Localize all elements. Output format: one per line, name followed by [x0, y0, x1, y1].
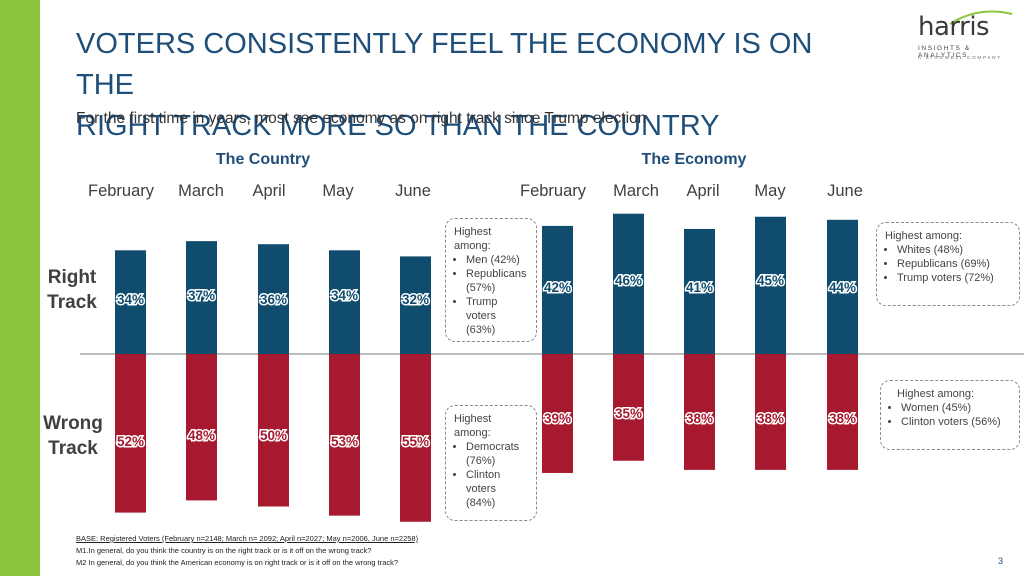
row-label-right-track: Track — [47, 292, 97, 313]
bar-wrong-track — [186, 354, 217, 501]
callout-economy-right: Highest among: Whites (48%) Republicans … — [876, 222, 1020, 306]
data-label-wrong-track: 35% — [615, 406, 642, 421]
accent-bar — [0, 0, 40, 576]
bar-wrong-track — [329, 354, 360, 516]
bar-right-track — [400, 256, 431, 354]
callout-list: Women (45%) Clinton voters (56%) — [889, 401, 1011, 429]
row-label-right-track: Right — [48, 267, 97, 288]
bar-wrong-track — [400, 354, 431, 522]
data-label-right-track: 46% — [615, 273, 642, 288]
data-label-right-track: 41% — [686, 280, 713, 295]
bar-right-track — [542, 225, 573, 354]
bar-wrong-track — [258, 354, 289, 507]
logo-parent: A STAGWELL COMPANY — [918, 55, 1003, 60]
bar-right-track — [755, 216, 786, 354]
bar-right-track — [613, 213, 644, 354]
month-tick-label: April — [686, 182, 719, 200]
callout-item: Whites (48%) — [897, 243, 1011, 257]
data-label-wrong-track: 38% — [686, 411, 713, 426]
callout-item: Republicans (57%) — [466, 267, 528, 295]
callout-item: Trump voters (63%) — [466, 295, 528, 337]
bar-right-track — [684, 228, 715, 354]
month-tick-label: March — [178, 182, 224, 200]
page-title: VOTERS CONSISTENTLY FEEL THE ECONOMY IS … — [76, 24, 876, 147]
callout-country-right: Highest among: Men (42%) Republicans (57… — [445, 218, 537, 342]
page-number: 3 — [998, 556, 1004, 566]
data-label-wrong-track: 39% — [544, 411, 571, 426]
data-label-right-track: 42% — [544, 280, 571, 295]
logo-swoosh-icon — [949, 10, 1013, 25]
callout-economy-wrong: Highest among: Women (45%) Clinton voter… — [880, 380, 1020, 450]
bar-wrong-track — [115, 354, 146, 513]
callout-heading: Highest among: — [885, 230, 963, 242]
callout-heading: Highest among: — [897, 388, 975, 400]
data-label-wrong-track: 50% — [260, 428, 287, 443]
callout-heading: Highest among: — [454, 226, 492, 252]
month-tick-label: June — [395, 182, 431, 200]
data-label-right-track: 44% — [829, 280, 856, 295]
callout-country-wrong: Highest among: Democrats (76%) Clinton v… — [445, 405, 537, 521]
bar-right-track — [258, 244, 289, 354]
data-label-wrong-track: 53% — [331, 434, 358, 449]
bar-right-track — [827, 219, 858, 354]
callout-item: Republicans (69%) — [897, 257, 1011, 271]
bar-wrong-track — [684, 354, 715, 470]
month-tick-label: May — [754, 182, 786, 200]
data-label-right-track: 32% — [402, 292, 429, 307]
data-label-wrong-track: 38% — [829, 411, 856, 426]
title-line-1: VOTERS CONSISTENTLY FEEL THE ECONOMY IS … — [76, 28, 813, 101]
callout-item: Men (42%) — [466, 253, 528, 267]
data-label-wrong-track: 48% — [188, 428, 215, 443]
title-line-2: RIGHT TRACK MORE SO THAN THE COUNTRY — [76, 110, 720, 142]
data-label-right-track: 34% — [331, 288, 358, 303]
callout-heading: Highest among: — [454, 413, 492, 439]
bar-right-track — [115, 250, 146, 354]
month-tick-label: April — [252, 182, 285, 200]
month-tick-label: February — [88, 182, 155, 200]
month-tick-label: February — [520, 182, 587, 200]
callout-item: Clinton voters (84%) — [466, 468, 528, 510]
data-label-right-track: 37% — [188, 288, 215, 303]
row-label-wrong-track: Track — [48, 438, 98, 459]
bar-wrong-track — [542, 354, 573, 473]
data-label-wrong-track: 55% — [402, 434, 429, 449]
data-label-right-track: 34% — [117, 292, 144, 307]
data-label-right-track: 36% — [260, 292, 287, 307]
logo-wordmark: harris — [918, 12, 990, 42]
logo-tagline: INSIGHTS & ANALYTICS — [918, 45, 971, 59]
bar-wrong-track — [755, 354, 786, 470]
footnote-m2: M2 In general, do you think the American… — [76, 558, 399, 567]
bar-right-track — [329, 250, 360, 354]
data-label-wrong-track: 38% — [757, 411, 784, 426]
data-label-wrong-track: 52% — [117, 434, 144, 449]
bar-wrong-track — [613, 354, 644, 461]
month-tick-label: June — [827, 182, 863, 200]
harris-logo: harris INSIGHTS & ANALYTICS A STAGWELL C… — [908, 6, 1016, 62]
callout-item: Trump voters (72%) — [897, 271, 1011, 285]
footnote-m1: M1.In general, do you think the country … — [76, 546, 372, 555]
callout-item: Democrats (76%) — [466, 440, 528, 468]
row-label-wrong-track: Wrong — [43, 413, 103, 434]
data-label-right-track: 45% — [757, 273, 784, 288]
bar-right-track — [186, 241, 217, 354]
footnote-base: BASE: Registered Voters (February n=2148… — [76, 534, 419, 543]
panel-title: The Country — [216, 151, 310, 168]
bar-wrong-track — [827, 354, 858, 470]
callout-item: Women (45%) — [901, 401, 1011, 415]
month-tick-label: March — [613, 182, 659, 200]
callout-list: Men (42%) Republicans (57%) Trump voters… — [454, 253, 528, 337]
callout-list: Whites (48%) Republicans (69%) Trump vot… — [885, 243, 1011, 285]
panel-title: The Economy — [642, 151, 747, 168]
callout-item: Clinton voters (56%) — [901, 415, 1011, 429]
month-tick-label: May — [322, 182, 354, 200]
page-subtitle: For the first time in years, most see ec… — [76, 110, 647, 127]
callout-list: Democrats (76%) Clinton voters (84%) — [454, 440, 528, 510]
